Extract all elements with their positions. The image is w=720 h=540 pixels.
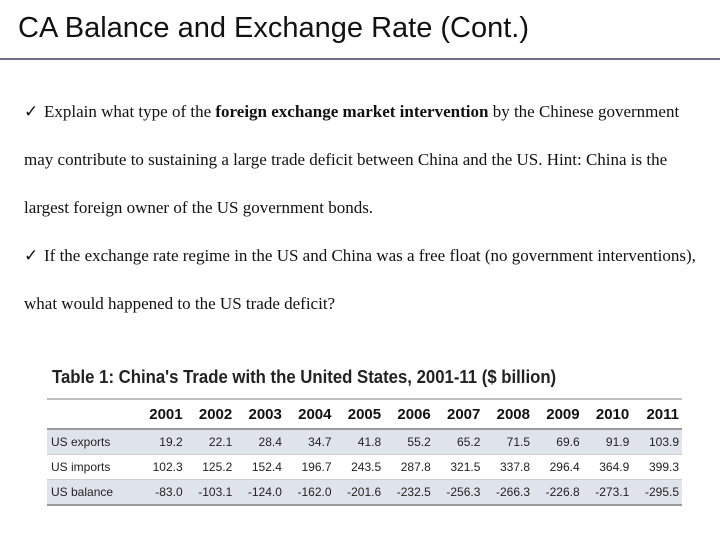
table-cell: 321.5 [433,454,484,480]
table-cell: -256.3 [433,479,484,506]
trade-table: 2001 2002 2003 2004 2005 2006 2007 2008 … [47,398,682,506]
year-header: 2008 [483,398,533,430]
table-cell: -273.1 [582,479,633,506]
year-header: 2009 [533,398,583,430]
table-cell: 296.4 [533,454,583,480]
row-label: US exports [47,429,136,455]
bullet-1-bold-phrase: foreign exchange market intervention [215,102,489,121]
table-header-row: 2001 2002 2003 2004 2005 2006 2007 2008 … [47,398,682,430]
year-header: 2002 [185,398,236,430]
table-cell: -103.1 [185,479,236,506]
table-cell: -232.5 [384,479,434,506]
table-cell: -124.0 [235,479,285,506]
table-cell: 125.2 [185,454,236,480]
table-cell: 34.7 [284,429,335,455]
table-row-us-exports: US exports 19.2 22.1 28.4 34.7 41.8 55.2… [47,429,682,455]
table-cell: 28.4 [235,429,285,455]
table-cell: -295.5 [632,479,682,506]
table-cell: -266.3 [483,479,533,506]
table-cell: 196.7 [284,454,335,480]
header-blank-cell [47,398,136,430]
bullet-item-2: ✓ If the exchange rate regime in the US a… [24,232,710,328]
table-cell: -201.6 [334,479,385,506]
year-header: 2001 [136,398,186,430]
year-header: 2010 [582,398,633,430]
title-divider [0,58,720,60]
table-cell: 152.4 [235,454,285,480]
table-cell: -83.0 [136,479,186,506]
table-cell: 103.9 [632,429,682,455]
slide-title: CA Balance and Exchange Rate (Cont.) [18,12,530,44]
table-cell: 65.2 [433,429,484,455]
year-header: 2004 [284,398,335,430]
table-cell: -162.0 [284,479,335,506]
trade-table-container: 2001 2002 2003 2004 2005 2006 2007 2008 … [47,398,682,506]
row-label: US imports [47,454,136,480]
table-cell: 91.9 [582,429,633,455]
table-cell: 102.3 [136,454,186,480]
table-cell: 22.1 [185,429,236,455]
year-header: 2005 [334,398,385,430]
table-cell: 19.2 [136,429,186,455]
table-title: Table 1: China's Trade with the United S… [52,367,557,387]
year-header: 2011 [632,398,682,430]
table-row-us-imports: US imports 102.3 125.2 152.4 196.7 243.5… [47,454,682,480]
checkmark-icon: ✓ [24,246,39,265]
table-cell: 55.2 [384,429,434,455]
bullet-1-text-start: Explain what type of the [44,102,216,121]
table-cell: 399.3 [632,454,682,480]
row-label: US balance [47,479,136,506]
bullet-2-text: If the exchange rate regime in the US an… [24,246,696,313]
table-cell: 69.6 [533,429,583,455]
table-row-us-balance: US balance -83.0 -103.1 -124.0 -162.0 -2… [47,479,682,506]
bullet-1-text-end: by the Chinese government may contribute… [24,102,680,217]
table-cell: 364.9 [582,454,633,480]
year-header: 2006 [384,398,434,430]
table-cell: 337.8 [483,454,533,480]
year-header: 2003 [235,398,285,430]
table-cell: 243.5 [334,454,385,480]
table-cell: 41.8 [334,429,385,455]
bullet-item-1: ✓ Explain what type of the foreign exchan… [24,88,710,232]
checkmark-icon: ✓ [24,102,39,121]
table-cell: 287.8 [384,454,434,480]
table-cell: 71.5 [483,429,533,455]
year-header: 2007 [433,398,484,430]
table-cell: -226.8 [533,479,583,506]
bullet-list: ✓ Explain what type of the foreign exchan… [24,88,710,328]
